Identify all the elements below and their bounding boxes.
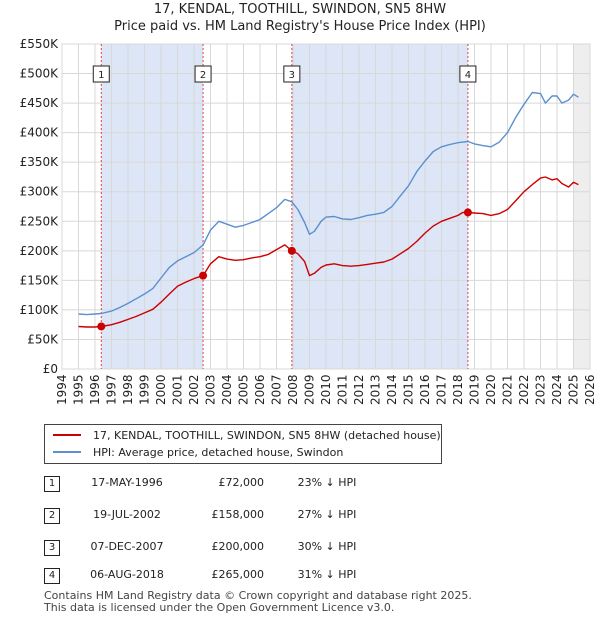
x-tick-label: 2000	[154, 374, 168, 405]
price-chart: 1 2 3 4 £0 £50K £100K £150K £200K £250K £300K £350…	[20, 37, 597, 405]
y-tick-label: £300K	[20, 185, 60, 199]
y-tick-label: £400K	[20, 126, 60, 140]
transaction-number: 4	[44, 568, 60, 584]
x-tick-label: 2005	[237, 374, 251, 405]
chart-title: 17, KENDAL, TOOTHILL, SWINDON, SN5 8HW	[153, 2, 447, 17]
transaction-date: 19-JUL-2002	[93, 508, 161, 521]
transaction-number: 2	[44, 508, 60, 524]
x-tick-label: 2002	[187, 374, 201, 405]
x-tick-label: 2026	[583, 374, 597, 405]
sale-number-box	[459, 65, 477, 83]
transaction-date: 07-DEC-2007	[90, 540, 164, 553]
sale-number-box	[92, 65, 110, 83]
x-tick-label: 2007	[270, 374, 284, 405]
transaction-number: 3	[44, 540, 60, 556]
x-tick-label: 2022	[517, 374, 531, 405]
x-tick-label: 2001	[171, 374, 185, 405]
hpi-series-line	[78, 91, 579, 316]
x-tick-label: 2009	[303, 374, 317, 405]
x-tick-label: 2011	[336, 374, 350, 405]
transaction-number: 1	[44, 476, 60, 492]
property-series-line	[78, 176, 579, 328]
x-tick-label: 2008	[286, 374, 300, 405]
sale-number-box	[283, 65, 301, 83]
sale-number-label: 1	[98, 70, 104, 81]
transaction-hpi-diff: 27% ↓ HPI	[297, 508, 357, 521]
x-tick-label: 2015	[402, 374, 416, 405]
transaction-price: £200,000	[211, 540, 265, 553]
forecast-shade	[573, 44, 590, 369]
transaction-date: 06-AUG-2018	[90, 568, 164, 581]
x-tick-label: 2020	[484, 374, 498, 405]
y-tick-label: £150K	[20, 273, 60, 287]
legend-item-property: 17, KENDAL, TOOTHILL, SWINDON, SN5 8HW (…	[53, 427, 441, 443]
x-tick-label: 2014	[385, 374, 399, 405]
ownership-shade	[291, 44, 468, 369]
x-tick-label: 2021	[501, 374, 515, 405]
x-tick-label: 1995	[72, 374, 86, 405]
legend-label-property: 17, KENDAL, TOOTHILL, SWINDON, SN5 8HW (…	[93, 428, 441, 442]
ownership-shade	[101, 44, 204, 369]
footer-licence: This data is licensed under the Open Gov…	[44, 601, 395, 614]
y-tick-label: £100K	[20, 303, 60, 317]
transaction-row: 1 17-MAY-1996 £72,000 23% ↓ HPI	[0, 476, 600, 496]
x-tick-label: 1996	[88, 374, 102, 405]
transaction-row: 4 06-AUG-2018 £265,000 31% ↓ HPI	[0, 568, 600, 588]
transaction-hpi-diff: 31% ↓ HPI	[297, 568, 357, 581]
y-tick-label: £0	[43, 362, 58, 376]
y-tick-label: £200K	[20, 244, 60, 258]
y-tick-label: £50K	[27, 332, 59, 346]
x-tick-label: 2017	[435, 374, 449, 405]
legend-swatch-hpi	[53, 451, 81, 453]
x-tick-label: 2012	[352, 374, 366, 405]
x-tick-label: 2025	[567, 374, 581, 405]
legend-label-hpi: HPI: Average price, detached house, Swin…	[93, 445, 344, 459]
transaction-hpi-diff: 23% ↓ HPI	[297, 476, 357, 489]
sale-point	[463, 208, 472, 217]
y-tick-label: £450K	[20, 96, 60, 110]
transaction-price: £265,000	[211, 568, 265, 581]
sale-number-label: 4	[465, 70, 471, 81]
sale-number-box	[194, 65, 212, 83]
y-tick-label: £500K	[20, 67, 60, 81]
transaction-price: £72,000	[218, 476, 265, 489]
x-tick-label: 2018	[451, 374, 465, 405]
transaction-row: 3 07-DEC-2007 £200,000 30% ↓ HPI	[0, 540, 600, 560]
x-tick-label: 1994	[55, 374, 69, 405]
sale-number-label: 2	[200, 70, 206, 81]
footer-copyright: Contains HM Land Registry data © Crown c…	[44, 589, 472, 602]
y-tick-label: £550K	[20, 37, 60, 51]
legend: 17, KENDAL, TOOTHILL, SWINDON, SN5 8HW (…	[44, 424, 442, 464]
x-tick-label: 2023	[534, 374, 548, 405]
sale-point	[199, 271, 208, 280]
x-tick-label: 2004	[220, 374, 234, 405]
chart-subtitle: Price paid vs. HM Land Registry's House …	[114, 19, 486, 34]
transaction-hpi-diff: 30% ↓ HPI	[297, 540, 357, 553]
transaction-price: £158,000	[211, 508, 265, 521]
transaction-row: 2 19-JUL-2002 £158,000 27% ↓ HPI	[0, 508, 600, 528]
x-tick-label: 1997	[105, 374, 119, 405]
x-tick-label: 2024	[550, 374, 564, 405]
sale-number-label: 3	[289, 70, 295, 81]
x-tick-label: 2006	[253, 374, 267, 405]
x-tick-label: 2016	[418, 374, 432, 405]
x-tick-label: 2013	[369, 374, 383, 405]
y-tick-label: £250K	[20, 214, 60, 228]
x-tick-label: 2019	[468, 374, 482, 405]
x-tick-label: 1999	[138, 374, 152, 405]
sale-point	[97, 322, 106, 331]
sale-point	[287, 246, 296, 255]
legend-item-hpi: HPI: Average price, detached house, Swin…	[53, 444, 343, 460]
x-tick-label: 2010	[319, 374, 333, 405]
y-tick-label: £350K	[20, 155, 60, 169]
legend-swatch-property	[53, 434, 81, 436]
x-tick-label: 2003	[204, 374, 218, 405]
transaction-date: 17-MAY-1996	[91, 476, 163, 489]
x-tick-label: 1998	[121, 374, 135, 405]
